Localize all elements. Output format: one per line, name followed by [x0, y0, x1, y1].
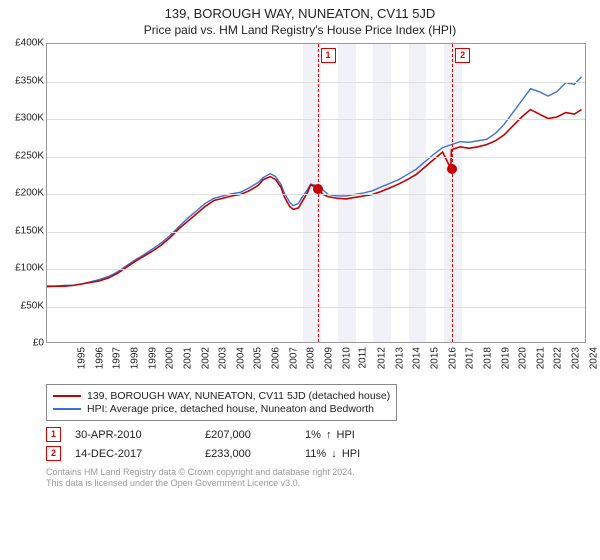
event-marker: 1 — [321, 48, 336, 63]
x-tick-label: 2003 — [217, 347, 228, 369]
x-tick-label: 2023 — [570, 347, 581, 369]
x-tick-label: 2004 — [235, 347, 246, 369]
y-tick-label: £350K — [15, 75, 44, 86]
sale-row: 1 30-APR-2010£207,0001% ↑ HPI — [46, 427, 588, 442]
x-tick-label: 2015 — [429, 347, 440, 369]
y-tick-label: £50K — [21, 300, 44, 311]
legend-swatch — [53, 395, 81, 397]
x-tick-label: 2002 — [200, 347, 211, 369]
x-tick-label: 1996 — [94, 347, 105, 369]
sale-price: £233,000 — [205, 448, 305, 460]
x-tick-label: 2013 — [394, 347, 405, 369]
sale-hpi: 1% ↑ HPI — [305, 429, 425, 441]
y-tick-label: £150K — [15, 225, 44, 236]
x-tick-label: 2022 — [553, 347, 564, 369]
x-tick-label: 2020 — [517, 347, 528, 369]
gridline — [47, 232, 585, 233]
gridline — [47, 307, 585, 308]
gridline — [47, 157, 585, 158]
gridline — [47, 194, 585, 195]
sales-table: 1 30-APR-2010£207,0001% ↑ HPI 2 14-DEC-2017… — [46, 427, 588, 461]
x-tick-label: 2018 — [482, 347, 493, 369]
chart-subtitle: Price paid vs. HM Land Registry's House … — [4, 23, 596, 37]
x-axis: 1995 1996 1997 1998 1999 2000 2001 2002 2003 2004… — [46, 343, 586, 378]
x-tick-label: 2011 — [358, 347, 369, 369]
sale-row: 2 14-DEC-2017£233,00011% ↓ HPI — [46, 446, 588, 461]
legend-label: 139, BOROUGH WAY, NUNEATON, CV11 5JD (de… — [87, 390, 390, 402]
legend: 139, BOROUGH WAY, NUNEATON, CV11 5JD (de… — [46, 384, 397, 421]
legend-item: HPI: Average price, detached house, Nune… — [53, 403, 390, 415]
x-tick-label: 2019 — [500, 347, 511, 369]
y-tick-label: £100K — [15, 263, 44, 274]
x-tick-label: 2024 — [588, 347, 599, 369]
x-tick-label: 2000 — [164, 347, 175, 369]
x-tick-label: 2009 — [323, 347, 334, 369]
gridline — [47, 82, 585, 83]
plot-area: 12 — [46, 43, 586, 343]
sale-marker: 2 — [46, 446, 61, 461]
x-tick-label: 1999 — [147, 347, 158, 369]
x-tick-label: 2008 — [306, 347, 317, 369]
sale-date: 30-APR-2010 — [75, 429, 205, 441]
sale-point — [313, 184, 323, 194]
y-tick-label: £250K — [15, 150, 44, 161]
chart-title: 139, BOROUGH WAY, NUNEATON, CV11 5JD — [4, 6, 596, 21]
series-line — [47, 77, 582, 287]
legend-item: 139, BOROUGH WAY, NUNEATON, CV11 5JD (de… — [53, 390, 390, 402]
sale-marker: 1 — [46, 427, 61, 442]
sale-hpi: 11% ↓ HPI — [305, 448, 425, 460]
sale-price: £207,000 — [205, 429, 305, 441]
x-tick-label: 2014 — [412, 347, 423, 369]
x-tick-label: 2016 — [447, 347, 458, 369]
x-tick-label: 1997 — [112, 347, 123, 369]
plot-wrap: £0£50K£100K£150K£200K£250K£300K£350K£400… — [4, 43, 596, 378]
gridline — [47, 119, 585, 120]
legend-swatch — [53, 408, 81, 410]
x-tick-label: 2010 — [341, 347, 352, 369]
sale-point — [447, 164, 457, 174]
y-tick-label: £300K — [15, 113, 44, 124]
hpi-arrow-icon: ↑ — [326, 429, 332, 441]
x-tick-label: 1995 — [76, 347, 87, 369]
y-axis: £0£50K£100K£150K£200K£250K£300K£350K£400… — [4, 43, 46, 343]
event-vline — [452, 44, 453, 342]
footnote-line-1: Contains HM Land Registry data © Crown c… — [46, 467, 588, 478]
footnote-line-2: This data is licensed under the Open Gov… — [46, 478, 588, 489]
y-tick-label: £200K — [15, 188, 44, 199]
x-tick-label: 2012 — [376, 347, 387, 369]
gridline — [47, 269, 585, 270]
event-marker: 2 — [455, 48, 470, 63]
x-tick-label: 2001 — [182, 347, 193, 369]
footnote: Contains HM Land Registry data © Crown c… — [46, 467, 588, 490]
x-tick-label: 2007 — [288, 347, 299, 369]
chart-container: 139, BOROUGH WAY, NUNEATON, CV11 5JD Pri… — [0, 0, 600, 560]
hpi-arrow-icon: ↓ — [331, 448, 337, 460]
y-tick-label: £0 — [33, 338, 44, 349]
x-tick-label: 1998 — [129, 347, 140, 369]
x-tick-label: 2017 — [464, 347, 475, 369]
legend-label: HPI: Average price, detached house, Nune… — [87, 403, 374, 415]
x-tick-label: 2021 — [535, 347, 546, 369]
y-tick-label: £400K — [15, 38, 44, 49]
x-tick-label: 2005 — [253, 347, 264, 369]
sale-date: 14-DEC-2017 — [75, 448, 205, 460]
series-line — [47, 110, 582, 287]
x-tick-label: 2006 — [270, 347, 281, 369]
